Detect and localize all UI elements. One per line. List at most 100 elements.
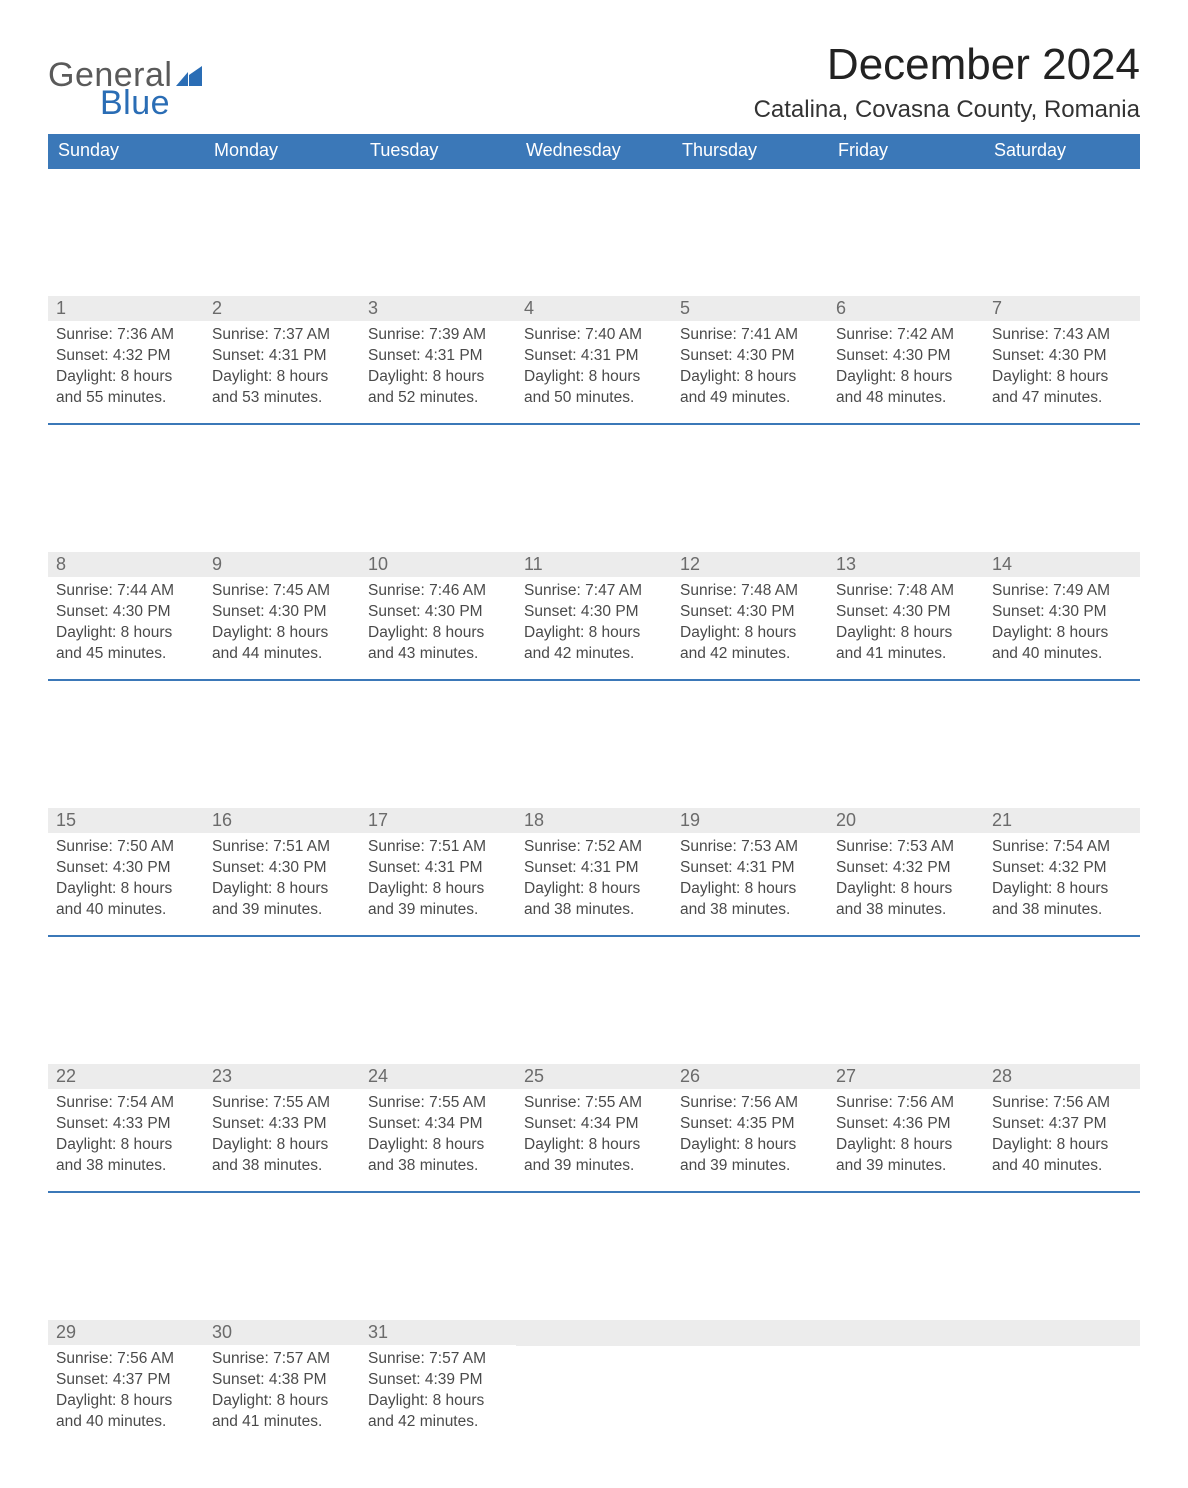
day-body: Sunrise: 7:47 AMSunset: 4:30 PMDaylight:… bbox=[516, 577, 672, 665]
calendar-cell: 31Sunrise: 7:57 AMSunset: 4:39 PMDayligh… bbox=[360, 1320, 516, 1448]
day-body: Sunrise: 7:54 AMSunset: 4:32 PMDaylight:… bbox=[984, 833, 1140, 921]
sunset-line: Sunset: 4:30 PM bbox=[56, 858, 196, 879]
day-number: 10 bbox=[360, 552, 516, 577]
sunset-line: Sunset: 4:30 PM bbox=[212, 858, 352, 879]
calendar-cell: 7 Sunrise: 7:43 AMSunset: 4:30 PMDaylight… bbox=[984, 296, 1140, 424]
daylight-line: Daylight: 8 hoursand 45 minutes. bbox=[56, 623, 196, 665]
day-body: Sunrise: 7:51 AMSunset: 4:31 PMDaylight:… bbox=[360, 833, 516, 921]
sunrise-line: Sunrise: 7:42 AM bbox=[836, 325, 976, 346]
sunset-line: Sunset: 4:30 PM bbox=[56, 602, 196, 623]
calendar-cell: 11Sunrise: 7:47 AMSunset: 4:30 PMDayligh… bbox=[516, 552, 672, 680]
day-number: 6 bbox=[828, 296, 984, 321]
calendar-cell: 9Sunrise: 7:45 AMSunset: 4:30 PMDaylight… bbox=[204, 552, 360, 680]
calendar-header: SundayMondayTuesdayWednesdayThursdayFrid… bbox=[48, 134, 1140, 168]
sunrise-line: Sunrise: 7:50 AM bbox=[56, 837, 196, 858]
month-title: December 2024 bbox=[754, 40, 1140, 90]
day-number: 31 bbox=[360, 1320, 516, 1345]
sunset-line: Sunset: 4:38 PM bbox=[212, 1370, 352, 1391]
calendar-cell: 4Sunrise: 7:40 AMSunset: 4:31 PMDaylight… bbox=[516, 296, 672, 424]
day-body: Sunrise: 7:48 AMSunset: 4:30 PMDaylight:… bbox=[828, 577, 984, 665]
sunrise-line: Sunrise: 7:43 AM bbox=[992, 325, 1132, 346]
calendar-cell bbox=[516, 1320, 672, 1448]
calendar-cell: 15Sunrise: 7:50 AMSunset: 4:30 PMDayligh… bbox=[48, 808, 204, 936]
day-number: 11 bbox=[516, 552, 672, 577]
calendar-cell: 22Sunrise: 7:54 AMSunset: 4:33 PMDayligh… bbox=[48, 1064, 204, 1192]
sunset-line: Sunset: 4:30 PM bbox=[368, 602, 508, 623]
weekday-header: Wednesday bbox=[516, 134, 672, 168]
daylight-line: Daylight: 8 hoursand 41 minutes. bbox=[836, 623, 976, 665]
day-body: Sunrise: 7:55 AMSunset: 4:33 PMDaylight:… bbox=[204, 1089, 360, 1177]
sunset-line: Sunset: 4:32 PM bbox=[56, 346, 196, 367]
day-number: 26 bbox=[672, 1064, 828, 1089]
day-body: Sunrise: 7:56 AMSunset: 4:35 PMDaylight:… bbox=[672, 1089, 828, 1177]
calendar-cell bbox=[984, 1320, 1140, 1448]
day-body: Sunrise: 7:41 AMSunset: 4:30 PMDaylight:… bbox=[672, 321, 828, 409]
day-number: 7 bbox=[984, 296, 1140, 321]
weekday-header: Sunday bbox=[48, 134, 204, 168]
day-body: Sunrise: 7:37 AMSunset: 4:31 PMDaylight:… bbox=[204, 321, 360, 409]
calendar-cell bbox=[828, 1320, 984, 1448]
sunset-line: Sunset: 4:31 PM bbox=[368, 346, 508, 367]
sunrise-line: Sunrise: 7:56 AM bbox=[992, 1093, 1132, 1114]
daylight-line: Daylight: 8 hoursand 40 minutes. bbox=[992, 1135, 1132, 1177]
day-body: Sunrise: 7:48 AMSunset: 4:30 PMDaylight:… bbox=[672, 577, 828, 665]
day-body: Sunrise: 7:55 AMSunset: 4:34 PMDaylight:… bbox=[516, 1089, 672, 1177]
daylight-line: Daylight: 8 hoursand 47 minutes. bbox=[992, 367, 1132, 409]
daylight-line: Daylight: 8 hoursand 39 minutes. bbox=[368, 879, 508, 921]
day-number bbox=[828, 1320, 984, 1346]
day-number: 9 bbox=[204, 552, 360, 577]
sunrise-line: Sunrise: 7:45 AM bbox=[212, 581, 352, 602]
calendar-week-row: 8Sunrise: 7:44 AMSunset: 4:30 PMDaylight… bbox=[48, 552, 1140, 680]
sunrise-line: Sunrise: 7:55 AM bbox=[212, 1093, 352, 1114]
day-number: 29 bbox=[48, 1320, 204, 1345]
sunset-line: Sunset: 4:36 PM bbox=[836, 1114, 976, 1135]
sunrise-line: Sunrise: 7:41 AM bbox=[680, 325, 820, 346]
day-number bbox=[516, 1320, 672, 1346]
sunset-line: Sunset: 4:30 PM bbox=[992, 346, 1132, 367]
day-number: 16 bbox=[204, 808, 360, 833]
daylight-line: Daylight: 8 hoursand 53 minutes. bbox=[212, 367, 352, 409]
day-number: 8 bbox=[48, 552, 204, 577]
day-number: 19 bbox=[672, 808, 828, 833]
calendar-body: 1Sunrise: 7:36 AMSunset: 4:32 PMDaylight… bbox=[48, 168, 1140, 1448]
day-body: Sunrise: 7:57 AMSunset: 4:38 PMDaylight:… bbox=[204, 1345, 360, 1433]
weekday-header: Tuesday bbox=[360, 134, 516, 168]
day-body: Sunrise: 7:53 AMSunset: 4:31 PMDaylight:… bbox=[672, 833, 828, 921]
day-body bbox=[828, 1346, 984, 1350]
daylight-line: Daylight: 8 hoursand 38 minutes. bbox=[524, 879, 664, 921]
calendar-cell: 20Sunrise: 7:53 AMSunset: 4:32 PMDayligh… bbox=[828, 808, 984, 936]
day-number: 12 bbox=[672, 552, 828, 577]
calendar-cell: 16Sunrise: 7:51 AMSunset: 4:30 PMDayligh… bbox=[204, 808, 360, 936]
day-number: 22 bbox=[48, 1064, 204, 1089]
sunset-line: Sunset: 4:32 PM bbox=[992, 858, 1132, 879]
page: General Blue December 2024 Catalina, Cov… bbox=[0, 0, 1188, 1488]
daylight-line: Daylight: 8 hoursand 52 minutes. bbox=[368, 367, 508, 409]
weekday-header: Friday bbox=[828, 134, 984, 168]
day-body: Sunrise: 7:53 AMSunset: 4:32 PMDaylight:… bbox=[828, 833, 984, 921]
calendar-cell: 8Sunrise: 7:44 AMSunset: 4:30 PMDaylight… bbox=[48, 552, 204, 680]
sunset-line: Sunset: 4:37 PM bbox=[992, 1114, 1132, 1135]
weekday-header: Monday bbox=[204, 134, 360, 168]
daylight-line: Daylight: 8 hoursand 42 minutes. bbox=[524, 623, 664, 665]
day-body: Sunrise: 7:42 AMSunset: 4:30 PMDaylight:… bbox=[828, 321, 984, 409]
title-block: December 2024 Catalina, Covasna County, … bbox=[754, 40, 1140, 124]
sunrise-line: Sunrise: 7:51 AM bbox=[368, 837, 508, 858]
daylight-line: Daylight: 8 hoursand 38 minutes. bbox=[212, 1135, 352, 1177]
sunset-line: Sunset: 4:30 PM bbox=[836, 346, 976, 367]
day-number: 23 bbox=[204, 1064, 360, 1089]
calendar-cell: 1Sunrise: 7:36 AMSunset: 4:32 PMDaylight… bbox=[48, 296, 204, 424]
day-number: 4 bbox=[516, 296, 672, 321]
calendar-cell: 27Sunrise: 7:56 AMSunset: 4:36 PMDayligh… bbox=[828, 1064, 984, 1192]
sunset-line: Sunset: 4:30 PM bbox=[836, 602, 976, 623]
daylight-line: Daylight: 8 hoursand 39 minutes. bbox=[212, 879, 352, 921]
daylight-line: Daylight: 8 hoursand 43 minutes. bbox=[368, 623, 508, 665]
calendar-cell: 14Sunrise: 7:49 AMSunset: 4:30 PMDayligh… bbox=[984, 552, 1140, 680]
header-row: General Blue December 2024 Catalina, Cov… bbox=[48, 40, 1140, 124]
sunset-line: Sunset: 4:30 PM bbox=[212, 602, 352, 623]
calendar-week-row: 1Sunrise: 7:36 AMSunset: 4:32 PMDaylight… bbox=[48, 296, 1140, 424]
day-number bbox=[672, 1320, 828, 1346]
weekday-header: Saturday bbox=[984, 134, 1140, 168]
sunset-line: Sunset: 4:31 PM bbox=[524, 858, 664, 879]
daylight-line: Daylight: 8 hoursand 39 minutes. bbox=[836, 1135, 976, 1177]
day-body: Sunrise: 7:57 AMSunset: 4:39 PMDaylight:… bbox=[360, 1345, 516, 1433]
